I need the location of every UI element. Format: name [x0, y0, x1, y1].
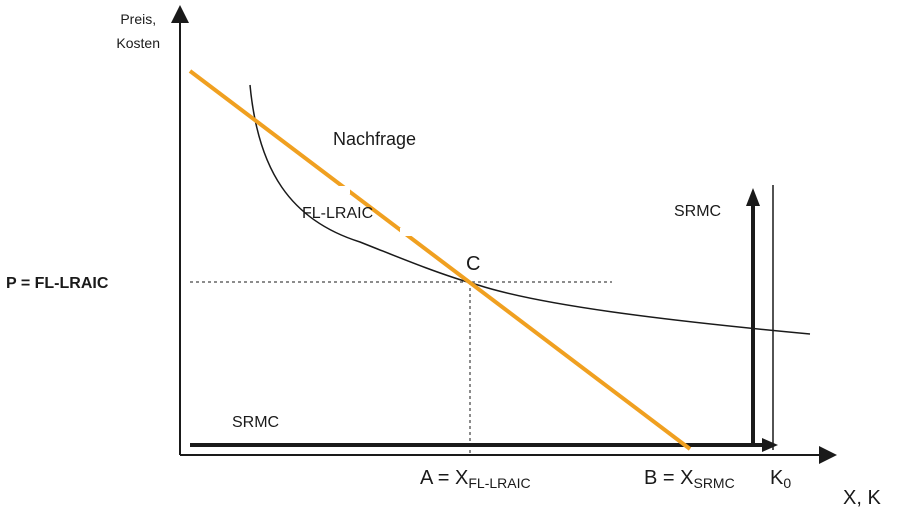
x-axis-label: X, K — [843, 487, 881, 509]
fl-lraic-curve — [249, 84, 811, 335]
srmc-horizontal-arrowhead — [762, 438, 778, 452]
capacity-label: K0 — [770, 467, 791, 491]
srmc-horizontal-label: SRMC — [232, 414, 279, 431]
point-b-label: B = XSRMC — [644, 467, 735, 491]
point-a-label: A = XFL-LRAIC — [420, 467, 531, 491]
y-axis-label: Preis, Kosten — [116, 11, 160, 51]
intersection-label: C — [466, 253, 480, 275]
fl-lraic-curve-label: FL-LRAIC — [302, 205, 373, 222]
price-level-label: P = FL-LRAIC — [6, 275, 109, 292]
srmc-vertical-label: SRMC — [674, 203, 721, 220]
demand-line — [188, 69, 692, 451]
srmc-vertical-arrowhead — [746, 188, 760, 206]
demand-label: Nachfrage — [333, 129, 416, 149]
